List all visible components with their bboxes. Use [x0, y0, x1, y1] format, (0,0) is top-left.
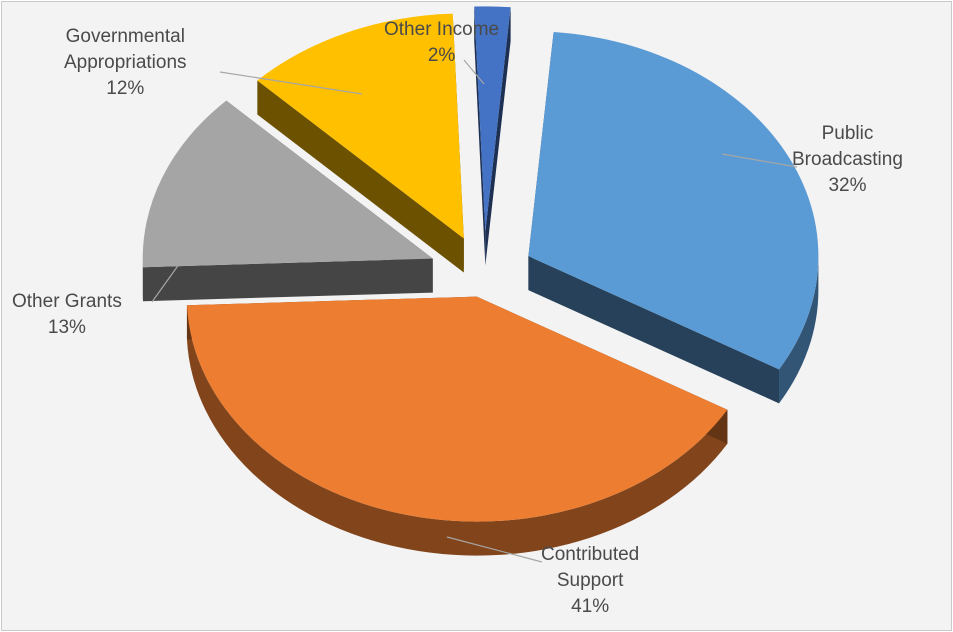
slice-rim-contributed [186, 305, 728, 556]
slice-wall-grants-0 [142, 258, 433, 302]
label-contributed-support: Contributed Support 41% [541, 542, 639, 620]
slice-wall-public-1 [528, 256, 780, 404]
slice-gov [257, 13, 464, 239]
label-contributed-support-line-2: Support [556, 570, 624, 591]
leader-line-grants [151, 259, 183, 303]
slice-grants [142, 100, 433, 268]
label-governmental-appropriations-percent: 12% [106, 78, 145, 99]
label-other-income: Other Income 2% [384, 17, 499, 69]
slice-public [528, 32, 819, 370]
label-public-broadcasting-line-1: Public [821, 123, 874, 144]
label-other-grants-percent: 13% [47, 317, 86, 338]
label-public-broadcasting-percent: 32% [828, 175, 867, 196]
slice-contributed [186, 296, 728, 522]
leader-lines [151, 59, 798, 563]
slice-wall-gov-0 [257, 80, 464, 273]
label-governmental-appropriations: Governmental Appropriations 12% [64, 24, 187, 102]
label-other-grants-line-1: Other Grants [12, 291, 122, 312]
label-governmental-appropriations-line-2: Appropriations [64, 52, 187, 73]
slice-rim-public [779, 256, 819, 404]
label-public-broadcasting-line-2: Broadcasting [792, 149, 903, 170]
label-contributed-support-percent: 41% [571, 596, 610, 617]
label-other-grants: Other Grants 13% [12, 289, 122, 341]
slice-wall-other-1 [485, 7, 511, 266]
leader-line-other [463, 59, 485, 85]
leader-line-public [721, 153, 798, 168]
leader-line-contributed [446, 536, 543, 563]
pie-tops [142, 6, 819, 522]
label-other-income-line-1: Other Income [384, 19, 500, 40]
slice-wall-other-0 [474, 6, 486, 266]
label-contributed-support-line-1: Contributed [541, 544, 640, 565]
slice-other [474, 6, 511, 232]
leader-line-gov [219, 71, 363, 95]
label-public-broadcasting: Public Broadcasting 32% [792, 121, 903, 199]
label-other-income-percent: 2% [427, 45, 456, 66]
label-governmental-appropriations-line-1: Governmental [65, 26, 185, 47]
